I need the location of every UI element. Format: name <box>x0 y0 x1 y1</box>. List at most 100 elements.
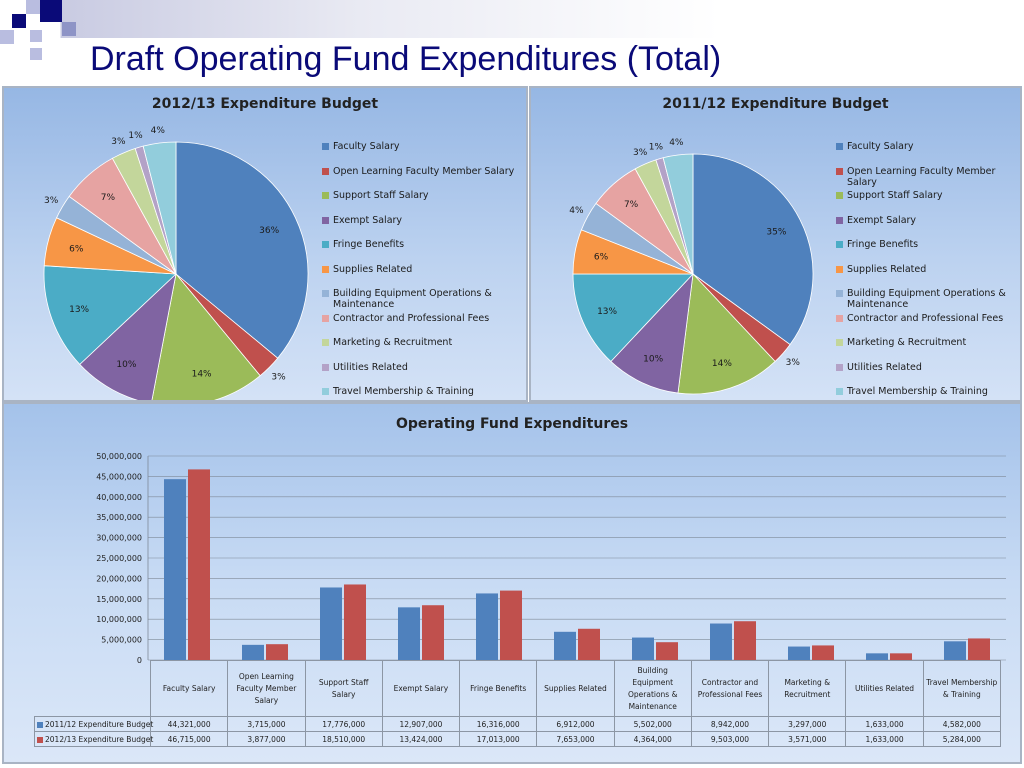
bar-2012-13-expenditure-budget-supplies-related <box>578 628 600 660</box>
pie-data-label: 6% <box>69 244 84 254</box>
legend-label: Utilities Related <box>333 361 408 373</box>
pie-data-label: 1% <box>128 131 143 141</box>
pie-slice-faculty-salary <box>175 141 309 359</box>
bar-2012-13-expenditure-budget-marketing-recruitment <box>812 645 834 660</box>
bar-2012-13-expenditure-budget-building-equipment-operations-maintenance <box>656 642 678 660</box>
table-cell: 17,776,000 <box>304 716 383 732</box>
table-cell: 1,633,000 <box>845 731 924 747</box>
bar-2012-13-expenditure-budget-travel-membership-training <box>968 638 990 660</box>
legend-label: Building Equipment Operations & Maintena… <box>847 288 1006 310</box>
table-corner <box>34 660 151 717</box>
pie-chart-2012-13: 2012/13 Expenditure Budget 36% 3% 14% 10% 13… <box>2 86 528 402</box>
pie-data-label: 3% <box>271 373 286 383</box>
legend-item: Contractor and Professional Fees <box>836 312 1020 338</box>
legend-swatch <box>836 339 843 346</box>
pie-data-label: 10% <box>116 360 136 370</box>
y-tick-label: 50,000,000 <box>96 452 142 461</box>
legend-label: Exempt Salary <box>847 214 917 226</box>
legend-swatch <box>37 736 43 743</box>
legend-swatch <box>836 388 843 395</box>
series-name: 2011/12 Expenditure Budget <box>45 719 154 729</box>
legend-label: Support Staff Salary <box>333 190 429 201</box>
pie-data-label: 13% <box>597 307 617 317</box>
y-tick-label: 45,000,000 <box>96 472 142 481</box>
legend-swatch <box>322 143 329 150</box>
pie-data-label: 4% <box>151 126 166 136</box>
table-cell: 5,502,000 <box>613 716 692 732</box>
bar-2012-13-expenditure-budget-exempt-salary <box>422 605 444 660</box>
legend-swatch <box>322 241 329 248</box>
legend-swatch <box>322 388 329 395</box>
pie-slice-travel-membership-training <box>142 141 177 275</box>
table-cell: 17,013,000 <box>459 731 538 747</box>
table-cell: 7,653,000 <box>536 731 615 747</box>
pie-slice-travel-membership-training <box>662 153 694 275</box>
category-label: Travel Membership & Training <box>922 660 1001 717</box>
legend-label: Fringe Benefits <box>333 239 405 250</box>
y-tick-label: 15,000,000 <box>96 595 142 604</box>
table-row: 2012/13 Expenditure Budget 46,715,000 3,87… <box>34 731 1001 747</box>
legend-label: Fringe Benefits <box>847 239 919 250</box>
table-cell: 3,877,000 <box>227 731 306 747</box>
category-label: Building Equipment Operations & Maintena… <box>613 660 692 717</box>
legend-swatch <box>322 290 329 297</box>
legend-item: Faculty Salary <box>322 141 526 166</box>
pie-plot: 36%3%14%10%13%6%3% 7%3%1% 4% <box>43 126 309 400</box>
table-cell: 3,297,000 <box>768 716 847 732</box>
pie-slice-faculty-salary <box>692 153 814 346</box>
pie-data-label: 3% <box>44 196 59 206</box>
bar-2011-12-expenditure-budget-open-learning-faculty-member-salary <box>242 644 264 660</box>
legend-swatch <box>836 363 843 371</box>
legend-swatch <box>836 314 843 322</box>
pie-plot: 35%3%14%10%13%6%4%7%3%1% 4% <box>569 138 814 395</box>
series-label: 2012/13 Expenditure Budget <box>34 731 153 747</box>
pie-slice-support-staff-salary <box>677 273 776 395</box>
pie-data-label: 1% <box>649 142 664 152</box>
bar-chart-operating-fund: Operating Fund Expenditures 0 5,000,000 10… <box>2 402 1022 764</box>
legend-item: Building Equipment Operations & Maintena… <box>836 288 1020 313</box>
table-cell: 5,284,000 <box>922 731 1001 747</box>
legend-swatch <box>322 339 329 346</box>
legend-item: Support Staff Salary <box>322 190 526 215</box>
category-label: Fringe Benefits <box>459 660 538 717</box>
decorative-square <box>40 0 62 22</box>
table-cell: 1,633,000 <box>845 716 924 732</box>
decorative-square <box>30 30 42 42</box>
legend-item: Open Learning Faculty Member Salary <box>322 166 526 191</box>
legend-swatch <box>322 216 329 224</box>
pie-slice-fringe-benefits <box>43 265 177 365</box>
legend-label: Contractor and Professional Fees <box>847 312 1004 324</box>
pie-data-label: 10% <box>643 355 663 365</box>
legend-item: Building Equipment Operations & Maintena… <box>322 288 526 313</box>
legend-label: Contractor and Professional Fees <box>333 312 490 324</box>
legend-item: Contractor and Professional Fees <box>322 312 526 338</box>
pie-data-label: 13% <box>69 305 89 315</box>
legend-swatch <box>836 167 843 175</box>
bar-2011-12-expenditure-budget-travel-membership-training <box>944 641 966 660</box>
category-label: Contractor and Professional Fees <box>690 660 770 717</box>
bar-2012-13-expenditure-budget-fringe-benefits <box>500 590 522 660</box>
table-cell: 4,364,000 <box>613 731 692 747</box>
pie-slice-exempt-salary <box>79 272 177 400</box>
legend-label: Marketing & Recruitment <box>333 337 453 348</box>
legend-label: Utilities Related <box>847 361 922 373</box>
pie-data-label: 35% <box>766 228 786 238</box>
decorative-square <box>26 0 40 14</box>
pie-data-label: 4% <box>569 206 584 216</box>
bar-2011-12-expenditure-budget-exempt-salary <box>398 607 420 660</box>
bar-2011-12-expenditure-budget-supplies-related <box>554 631 576 660</box>
legend-label: Exempt Salary <box>333 214 403 226</box>
legend-label: Travel Membership & Training <box>847 386 988 397</box>
y-tick-label: 5,000,000 <box>101 636 142 645</box>
legend-label: Building Equipment Operations & Maintena… <box>333 288 492 310</box>
legend-item: Supplies Related <box>836 264 1020 289</box>
pie-data-label: 14% <box>192 370 212 380</box>
pie-data-label: 36% <box>259 226 279 236</box>
table-cell: 8,942,000 <box>690 716 770 732</box>
category-label: Support Staff Salary <box>304 660 383 717</box>
decorative-square <box>30 48 42 60</box>
table-cell: 46,715,000 <box>149 731 229 747</box>
chart-title: 2012/13 Expenditure Budget <box>151 96 379 112</box>
bar-2011-12-expenditure-budget-fringe-benefits <box>476 593 498 660</box>
legend-swatch <box>322 363 329 371</box>
